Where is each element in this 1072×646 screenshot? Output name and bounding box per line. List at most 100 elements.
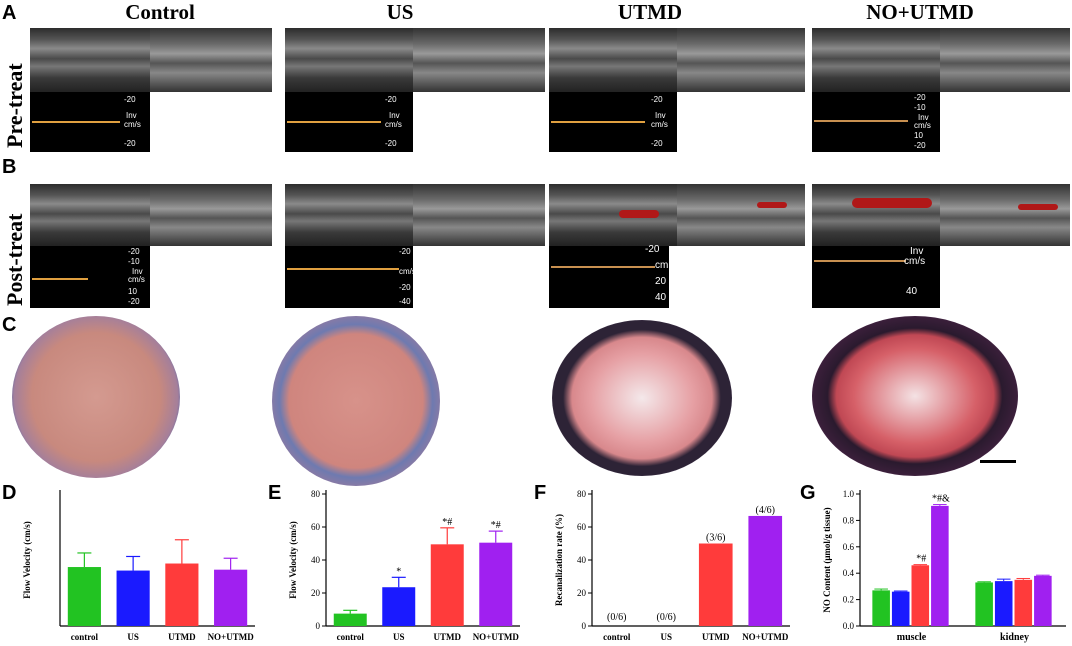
column-title-utmd: UTMD bbox=[617, 0, 683, 24]
row-label-pretreat: Pre-treat bbox=[2, 63, 27, 148]
bmode-image-noutmd-pre bbox=[812, 28, 940, 92]
column-title-no-utmd: NO+UTMD bbox=[866, 0, 974, 24]
column-title-control: Control bbox=[125, 0, 195, 24]
doppler-image-noutmd-pre: -20 -10 Inv cm/s 10 -20 bbox=[812, 92, 940, 152]
bar-g-muscle-1 bbox=[891, 591, 910, 626]
bmode-image-noutmd-post-cross bbox=[940, 184, 1070, 246]
histology-image-utmd bbox=[552, 320, 732, 476]
scale-bar bbox=[980, 460, 1016, 463]
bar-g-muscle-3 bbox=[931, 505, 949, 626]
y-tick-label-f: 0 bbox=[582, 621, 587, 631]
annotation-e: * bbox=[396, 566, 401, 577]
y-tick-label-g: 0.2 bbox=[843, 595, 854, 605]
y-tick-label-g: 0.6 bbox=[843, 542, 855, 552]
histology-image-noutmd bbox=[812, 316, 1018, 476]
y-tick-label-g: 0.4 bbox=[843, 568, 855, 578]
category-label-d: US bbox=[127, 632, 139, 642]
bmode-image-control-post bbox=[30, 184, 150, 246]
bar-e-3 bbox=[479, 542, 513, 626]
y-tick-label-g: 1.0 bbox=[843, 489, 855, 499]
y-tick-label-f: 40 bbox=[577, 555, 587, 565]
bar-d-2 bbox=[165, 563, 199, 626]
y-tick-label-g: 0.0 bbox=[843, 621, 855, 631]
doppler-image-noutmd-post: Inv cm/s 40 bbox=[812, 246, 940, 308]
category-label-d: UTMD bbox=[168, 632, 196, 642]
bar-g-muscle-0 bbox=[872, 590, 890, 626]
category-label-e: NO+UTMD bbox=[473, 632, 520, 642]
y-tick-label-f: 80 bbox=[577, 489, 587, 499]
doppler-image-us-pre: -20 Inv cm/s -20 bbox=[285, 92, 413, 152]
doppler-image-utmd-post: -20 cm 20 40 bbox=[549, 245, 669, 308]
bmode-image-control-pre-cross bbox=[150, 28, 272, 92]
category-label-f: US bbox=[660, 632, 672, 642]
annotation-e: *# bbox=[442, 517, 452, 528]
y-axis-label-f: Recanalization rate (%) bbox=[554, 514, 564, 606]
category-label-g: muscle bbox=[897, 632, 927, 643]
y-axis-label-d: Flow Velocity (cm/s) bbox=[22, 521, 32, 598]
panel-label-b: B bbox=[2, 156, 17, 178]
y-tick-label-g: 0.8 bbox=[843, 515, 855, 525]
panel-label-d: D bbox=[2, 482, 17, 504]
category-label-f: NO+UTMD bbox=[742, 632, 789, 642]
y-tick-label-e: 0 bbox=[316, 621, 321, 631]
y-axis-label-g: NO Content (μmol/g tissue) bbox=[822, 507, 832, 612]
panel-label-f: F bbox=[534, 482, 547, 504]
histology-image-us bbox=[272, 316, 440, 486]
histology-image-control bbox=[12, 316, 180, 478]
bar-d-3 bbox=[214, 569, 248, 626]
bmode-image-utmd-post-cross bbox=[677, 184, 805, 246]
bar-g-kidney-2 bbox=[1014, 579, 1033, 626]
doppler-image-us-post: -20 cm/s -20 -40 bbox=[285, 246, 416, 308]
bmode-image-utmd-pre-cross bbox=[677, 28, 805, 92]
annotation-g: *# bbox=[916, 554, 926, 565]
row-label-posttreat: Post-treat bbox=[2, 213, 27, 306]
panel-label-a: A bbox=[2, 2, 17, 24]
panel-label-g: G bbox=[800, 482, 816, 504]
y-tick-label-f: 20 bbox=[577, 588, 587, 598]
column-title-us: US bbox=[386, 0, 414, 24]
y-tick-label-f: 60 bbox=[577, 522, 587, 532]
bmode-image-us-post-cross bbox=[413, 184, 545, 246]
panel-label-e: E bbox=[268, 482, 282, 504]
annotation-f: (0/6) bbox=[607, 612, 626, 623]
bmode-image-noutmd-pre-cross bbox=[940, 28, 1070, 92]
y-tick-label-e: 80 bbox=[311, 489, 321, 499]
doppler-image-control-pre: -20 Inv cm/s -20 bbox=[30, 92, 150, 152]
annotation-f: (4/6) bbox=[756, 505, 775, 516]
y-axis-label-e: Flow Velocity (cm/s) bbox=[288, 521, 298, 598]
bar-f-2 bbox=[698, 543, 733, 626]
bmode-image-us-pre-cross bbox=[413, 28, 545, 92]
panel-label-c: C bbox=[2, 314, 17, 336]
bar-e-1 bbox=[382, 587, 416, 626]
y-tick-label-e: 60 bbox=[311, 522, 321, 532]
y-tick-label-e: 40 bbox=[311, 555, 321, 565]
bar-g-muscle-2 bbox=[911, 565, 930, 626]
category-label-e: control bbox=[337, 632, 365, 642]
category-label-g: kidney bbox=[1000, 632, 1029, 643]
bar-g-kidney-0 bbox=[975, 582, 993, 626]
category-label-e: UTMD bbox=[434, 632, 462, 642]
category-label-d: control bbox=[71, 632, 99, 642]
bar-d-0 bbox=[67, 567, 101, 626]
bmode-image-us-post bbox=[285, 184, 413, 246]
annotation-e: *# bbox=[491, 520, 501, 531]
annotation-g: *#& bbox=[932, 494, 950, 505]
bmode-image-us-pre bbox=[285, 28, 413, 92]
bmode-image-utmd-post bbox=[549, 184, 677, 246]
annotation-f: (3/6) bbox=[706, 533, 725, 544]
doppler-image-control-post: -20 -10 Inv cm/s 10 -20 bbox=[30, 246, 150, 308]
bar-d-1 bbox=[116, 570, 150, 626]
bmode-image-utmd-pre bbox=[549, 28, 677, 92]
bar-e-2 bbox=[430, 544, 464, 626]
bmode-image-control-pre bbox=[30, 28, 150, 92]
bar-f-3 bbox=[748, 515, 783, 626]
category-label-f: control bbox=[603, 632, 631, 642]
bar-g-kidney-1 bbox=[994, 581, 1013, 626]
bar-e-0 bbox=[333, 613, 367, 626]
category-label-d: NO+UTMD bbox=[208, 632, 255, 642]
bmode-image-control-post-cross bbox=[150, 184, 272, 246]
category-label-e: US bbox=[393, 632, 405, 642]
y-tick-label-e: 20 bbox=[311, 588, 321, 598]
bar-g-kidney-3 bbox=[1034, 575, 1052, 626]
doppler-image-utmd-pre: -20 Inv cm/s -20 bbox=[549, 92, 677, 152]
